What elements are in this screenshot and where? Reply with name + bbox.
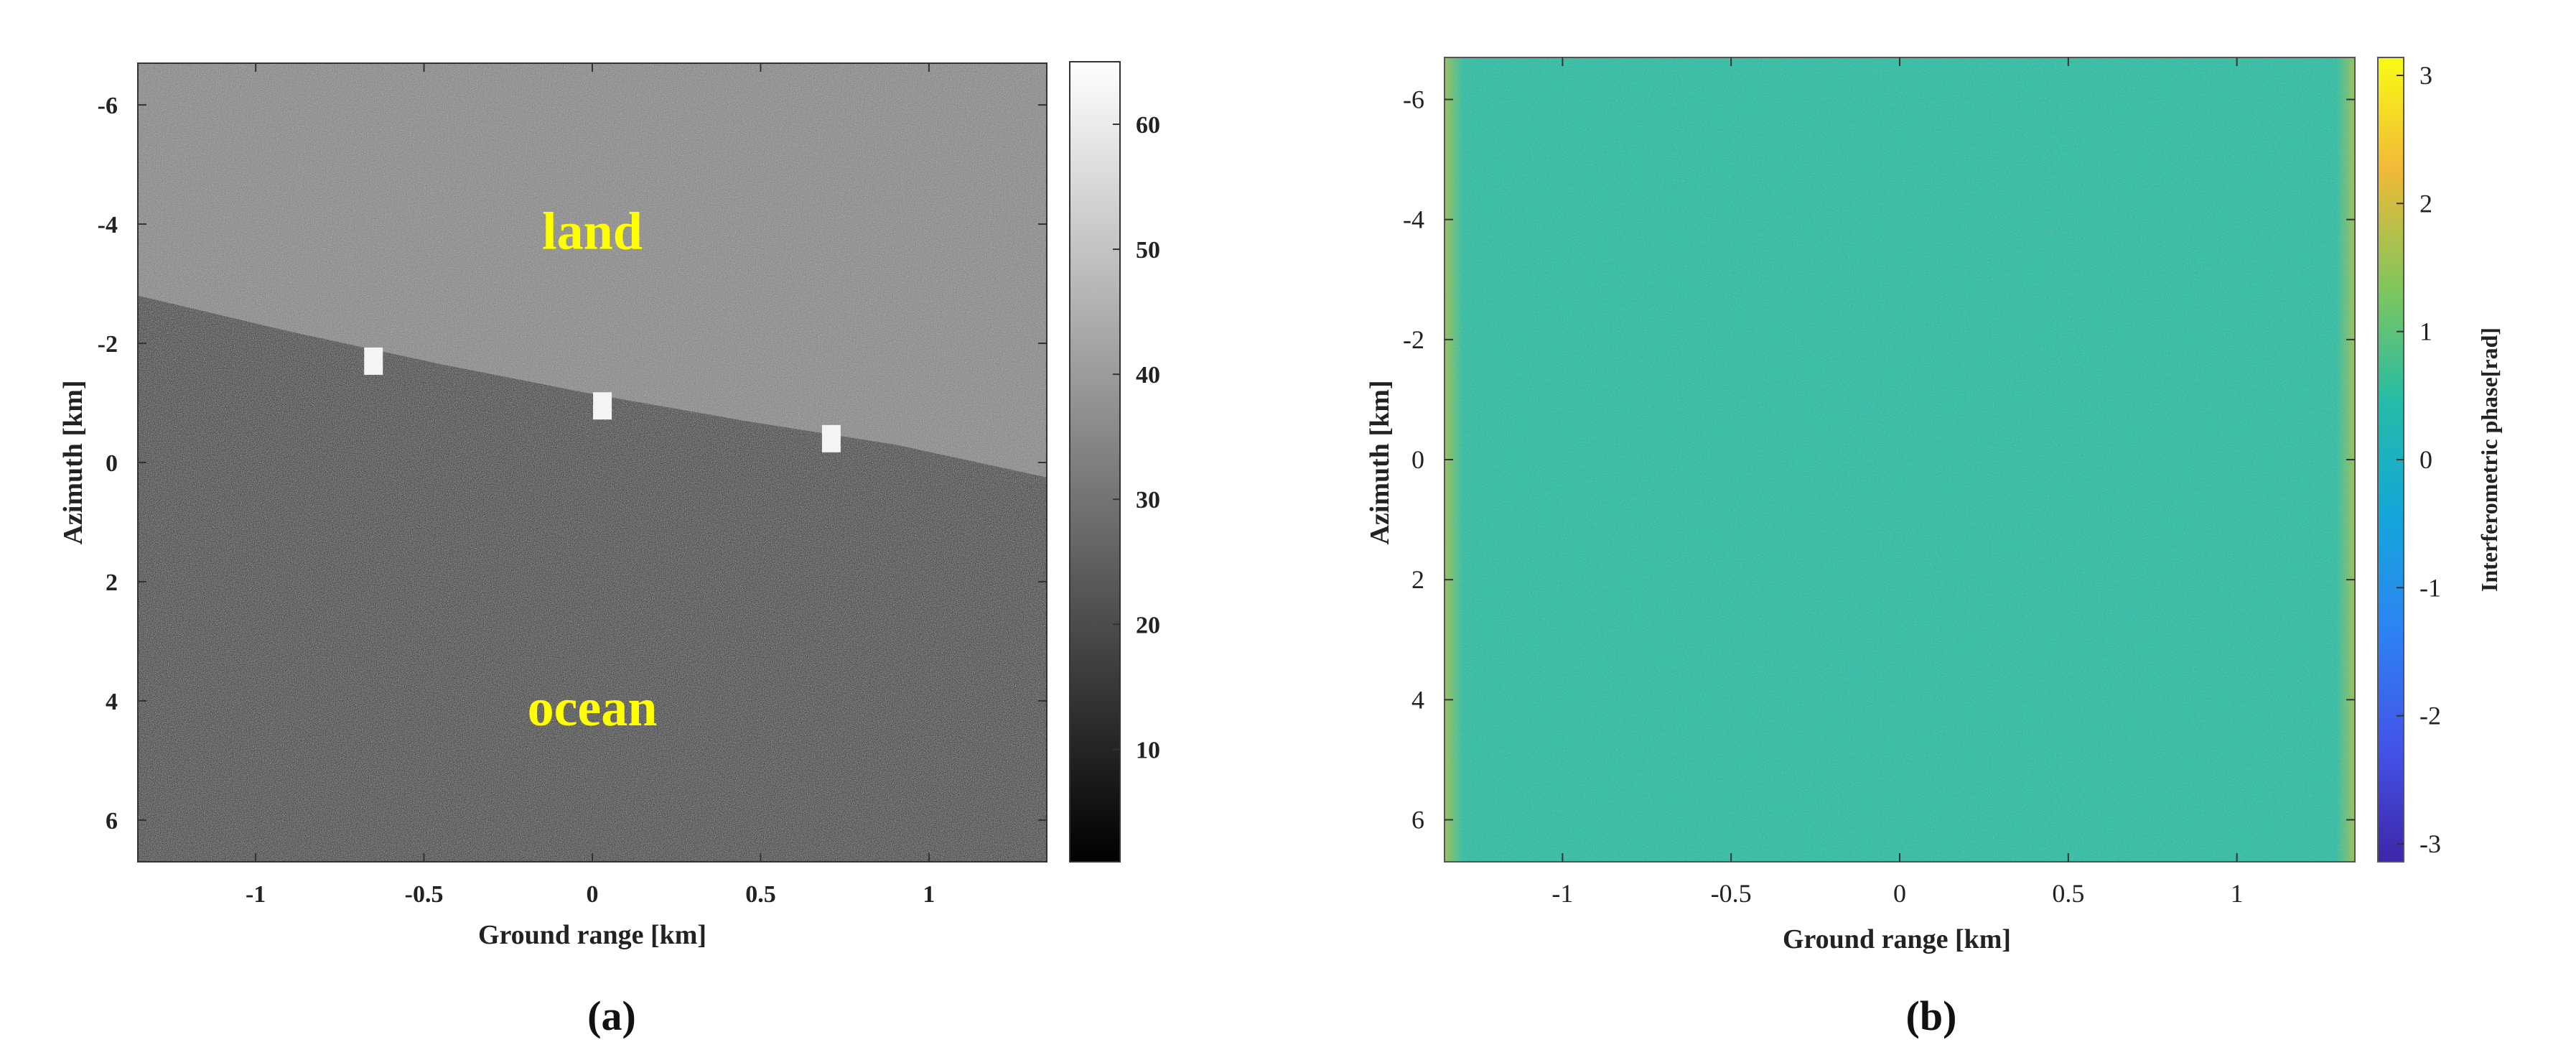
land-texture xyxy=(138,63,1047,478)
x-ticks-a: -1 -0.5 0 0.5 1 xyxy=(246,63,935,908)
x-axis-label-b: Ground range [km] xyxy=(1783,924,2011,954)
sar-image xyxy=(138,63,1047,862)
phase-image xyxy=(1445,57,2355,862)
point-targets xyxy=(364,347,841,452)
colorbar-tick-label: 20 xyxy=(1136,612,1160,638)
colorbar-tick-label: 50 xyxy=(1136,237,1160,264)
colorbar-tick-label: 30 xyxy=(1136,487,1160,513)
y-tick-label: 2 xyxy=(1411,565,1424,594)
panel-a: -6 -4 -2 0 2 4 6 -1 -0.5 0 0.5 1 land ocean Ground … xyxy=(58,61,1160,1039)
x-tick-label: -1 xyxy=(246,881,266,908)
colorbar-b: -3 -2 -1 0 1 2 3 Interferometric phase[rad] xyxy=(2377,57,2502,863)
colorbar-tick-label: -1 xyxy=(2419,573,2441,602)
annotations-a: land ocean xyxy=(528,202,658,738)
panel-b: -6 -4 -2 0 2 4 6 -1 -0.5 0 0.5 1 Ground range [km]… xyxy=(1365,57,2502,1039)
colorbar-label-b: Interferometric phase[rad] xyxy=(2476,327,2502,592)
colorbar-tick-label: -3 xyxy=(2419,829,2441,858)
x-ticks-b: -1 -0.5 0 0.5 1 xyxy=(1551,57,2244,908)
y-axis-label-b: Azimuth [km] xyxy=(1365,380,1395,544)
y-tick-label: 6 xyxy=(106,808,118,834)
point-target xyxy=(364,347,383,375)
y-tick-label: 4 xyxy=(106,689,118,715)
colorbar-a: 10 20 30 40 50 60 xyxy=(1069,61,1160,863)
colorbar-tick-label: 1 xyxy=(2419,317,2432,346)
point-target xyxy=(593,392,612,420)
x-tick-label: -0.5 xyxy=(1711,879,1752,908)
y-ticks-b: -6 -4 -2 0 2 4 6 xyxy=(1403,85,2355,834)
colorbar-tick-label: 60 xyxy=(1136,112,1160,139)
x-tick-label: 0 xyxy=(587,881,599,908)
y-tick-label: -6 xyxy=(98,93,118,119)
colorbar-tick-label: 40 xyxy=(1136,362,1160,389)
y-tick-label: 0 xyxy=(1411,445,1424,474)
colorbar-tick-label: 3 xyxy=(2419,61,2432,90)
y-tick-label: -4 xyxy=(98,212,118,238)
y-tick-label: 2 xyxy=(106,569,118,596)
y-ticks-a: -6 -4 -2 0 2 4 6 xyxy=(98,93,1047,834)
colorbar-tick-label: 0 xyxy=(2419,445,2432,474)
annotation-ocean: ocean xyxy=(528,679,658,738)
y-tick-label: 6 xyxy=(1411,805,1424,834)
colorbar-tick-label: 2 xyxy=(2419,189,2432,218)
y-axis-label-a: Azimuth [km] xyxy=(58,380,88,544)
x-tick-label: 0 xyxy=(1893,879,1906,908)
y-tick-label: -6 xyxy=(1403,85,1424,114)
x-axis-label-a: Ground range [km] xyxy=(478,920,706,950)
colorbar-gradient-a xyxy=(1069,61,1121,863)
point-target xyxy=(821,424,841,452)
y-tick-label: -2 xyxy=(1403,325,1424,354)
y-tick-label: -4 xyxy=(1403,205,1424,234)
panel-label-b: (b) xyxy=(1906,992,1957,1039)
x-tick-label: 1 xyxy=(923,881,935,908)
phase-noise xyxy=(1445,57,2355,862)
x-tick-label: 1 xyxy=(2231,879,2244,908)
x-tick-label: 0.5 xyxy=(745,881,776,908)
colorbar-ticks-b: -3 -2 -1 0 1 2 3 xyxy=(2397,61,2441,858)
colorbar-tick-label: -2 xyxy=(2419,702,2441,730)
x-tick-label: -1 xyxy=(1551,879,1573,908)
colorbar-ticks-a: 10 20 30 40 50 60 xyxy=(1113,112,1160,763)
y-tick-label: 0 xyxy=(106,450,118,477)
colorbar-tick-label: 10 xyxy=(1136,737,1160,763)
annotation-land: land xyxy=(542,202,643,261)
panel-label-a: (a) xyxy=(587,992,636,1039)
y-tick-label: 4 xyxy=(1411,685,1424,714)
x-tick-label: -0.5 xyxy=(405,881,444,908)
y-tick-label: -2 xyxy=(98,331,118,358)
x-tick-label: 0.5 xyxy=(2052,879,2084,908)
